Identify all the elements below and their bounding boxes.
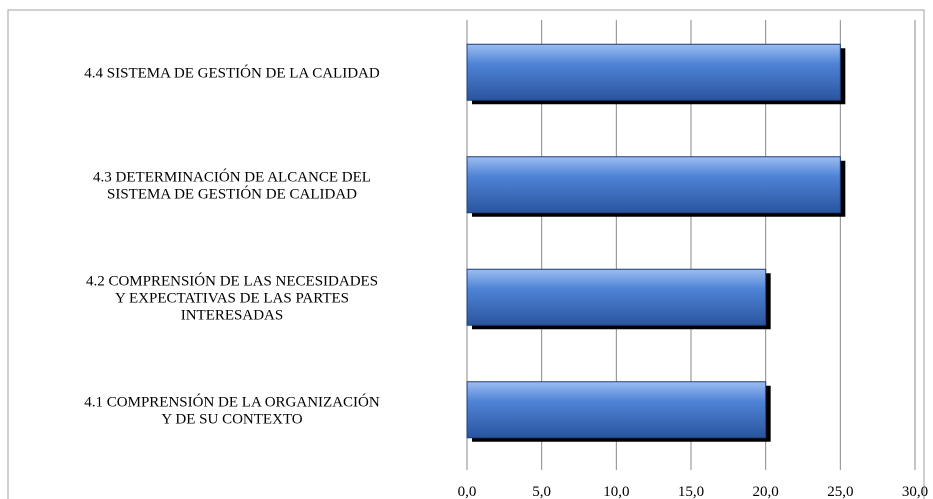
- y-tick-label: 4.2 COMPRENSIÓN DE LAS NECESIDADES Y EXPE…: [86, 272, 378, 323]
- chart-frame: [7, 9, 925, 499]
- x-tick-label: 15,0: [678, 484, 704, 499]
- bar: [466, 268, 767, 326]
- x-tick-label: 0,0: [458, 484, 477, 499]
- x-tick-label: 5,0: [532, 484, 551, 499]
- bar: [466, 381, 767, 439]
- y-tick-label: 4.4 SISTEMA DE GESTIÓN DE LA CALIDAD: [84, 64, 380, 81]
- y-tick-label: 4.3 DETERMINACIÓN DE ALCANCE DEL SISTEMA …: [93, 168, 371, 202]
- bar: [466, 156, 841, 214]
- bar: [466, 43, 841, 101]
- x-tick-label: 30,0: [902, 484, 928, 499]
- x-tick-label: 25,0: [827, 484, 853, 499]
- y-tick-label: 4.1 COMPRENSIÓN DE LA ORGANIZACIÓN Y DE S…: [84, 393, 380, 427]
- x-tick-label: 20,0: [753, 484, 779, 499]
- x-tick-label: 10,0: [603, 484, 629, 499]
